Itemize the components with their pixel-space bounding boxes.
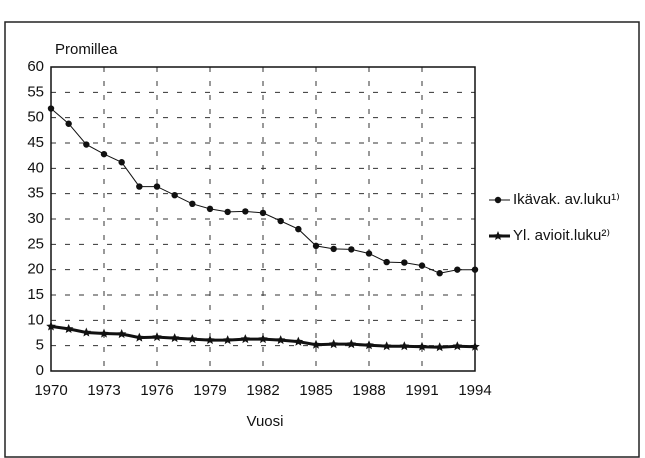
data-point [118,159,125,166]
data-point [383,258,390,266]
data-point [83,141,90,148]
y-tick-label: 15 [27,286,44,303]
series-line [50,108,475,274]
data-point [116,329,127,339]
legend-label: Ikävak. av.luku¹⁾ [513,191,620,208]
data-point [330,245,337,253]
data-point [364,340,374,350]
data-point [365,250,373,257]
x-axis-label: Vuosi [247,413,284,430]
y-tick-label: 20 [27,261,44,278]
data-point [452,341,463,351]
data-point [153,183,161,190]
data-point [206,205,214,213]
y-tick-label: 45 [27,134,44,151]
y-tick-label: 50 [27,109,44,126]
y-tick-label: 35 [27,185,44,202]
data-point [46,321,56,331]
data-point [205,335,215,345]
y-tick-label: 25 [27,235,44,252]
x-tick-label: 1976 [140,382,173,399]
x-tick-label: 1973 [87,382,120,399]
data-point [295,225,302,233]
legend-marker [493,231,503,240]
data-point [381,341,392,351]
data-point [346,339,357,349]
y-tick-label: 5 [36,337,44,354]
data-point [434,342,445,352]
data-point [242,208,249,215]
data-point [189,200,196,207]
data-point [275,335,286,345]
data-point [171,191,178,199]
data-point [169,333,180,343]
data-point [471,266,479,273]
data-point [63,323,74,333]
y-tick-label: 10 [27,311,44,328]
y-tick-label: 30 [27,210,44,227]
data-point [136,183,143,190]
data-point [328,339,339,349]
x-tick-label: 1985 [299,382,332,399]
data-point [417,341,427,351]
data-point [399,341,410,351]
x-tick-label: 1970 [34,382,67,399]
plot-frame [50,66,476,372]
data-point [224,208,231,216]
data-point [401,259,408,266]
y-tick-label: 55 [27,83,44,100]
data-point [187,334,198,344]
data-point [418,262,426,269]
data-point [436,270,443,277]
data-point [152,332,162,342]
y-tick-label: 60 [27,58,44,75]
data-point [293,336,304,346]
y-axis-label: Promillea [55,41,118,58]
data-point [258,334,268,344]
legend-marker [494,196,502,204]
data-point [240,334,251,344]
data-point [99,328,109,338]
data-point [222,335,233,345]
data-point [134,332,145,342]
data-point [65,120,72,127]
data-point [454,266,461,273]
x-tick-label: 1994 [458,382,491,399]
x-tick-label: 1982 [246,382,279,399]
data-point [81,327,92,337]
x-tick-label: 1979 [193,382,226,399]
x-tick-label: 1991 [405,382,438,399]
data-point [277,217,284,225]
data-point [348,246,355,253]
data-point [47,105,55,112]
data-point [259,209,267,217]
data-point [100,150,108,158]
y-tick-label: 40 [27,159,44,176]
legend-label: Yl. avioit.luku²⁾ [513,227,610,244]
data-point [470,341,480,351]
data-point [312,242,320,250]
x-tick-label: 1988 [352,382,385,399]
y-tick-label: 0 [36,362,44,379]
data-point [311,339,321,349]
chart-border [4,21,640,458]
